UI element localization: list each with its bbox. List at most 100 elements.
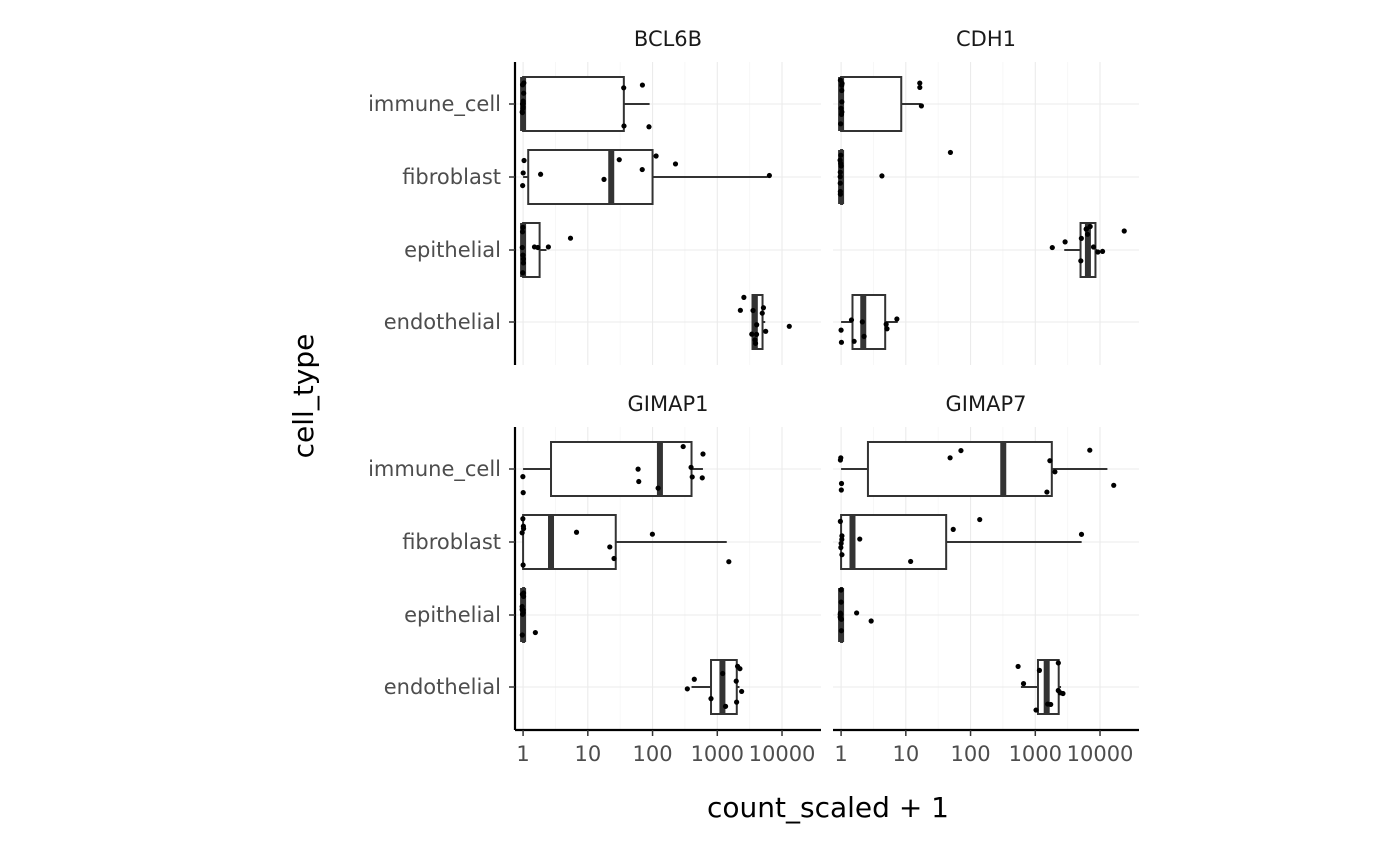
data-point — [532, 629, 538, 636]
x-tick-label: 1 — [834, 742, 847, 766]
data-point — [726, 559, 732, 565]
data-point — [838, 152, 844, 158]
data-point — [672, 161, 679, 167]
data-point — [1049, 244, 1055, 251]
data-point — [1087, 447, 1093, 453]
data-point — [750, 307, 756, 314]
data-point — [1033, 707, 1039, 713]
data-point — [838, 616, 845, 622]
data-point — [837, 157, 843, 163]
data-point — [857, 536, 863, 542]
data-point — [535, 244, 541, 251]
box-body — [522, 76, 625, 132]
data-point — [646, 124, 652, 130]
data-point — [950, 526, 956, 532]
data-point — [917, 84, 923, 91]
data-point — [848, 317, 855, 323]
data-point — [520, 474, 526, 480]
data-point — [688, 464, 694, 470]
data-point — [520, 490, 526, 496]
data-point — [838, 121, 844, 127]
data-point — [837, 174, 843, 180]
data-point — [639, 82, 646, 88]
data-point — [868, 618, 874, 624]
data-point — [573, 529, 580, 535]
data-point — [1111, 482, 1117, 488]
data-point — [839, 109, 845, 115]
data-point — [894, 316, 900, 322]
box-endothelial — [1015, 659, 1066, 715]
y-axis-title: cell_type — [287, 334, 320, 459]
data-point — [908, 558, 914, 565]
data-point — [722, 703, 729, 709]
data-point — [520, 182, 526, 189]
data-point — [837, 169, 843, 175]
data-point — [621, 85, 627, 91]
data-point — [839, 99, 845, 105]
data-point — [520, 593, 527, 599]
data-point — [838, 480, 845, 487]
data-point — [837, 77, 843, 83]
data-point — [854, 610, 860, 616]
data-point — [519, 606, 525, 613]
box-body — [851, 294, 887, 350]
box-endothelial — [737, 294, 792, 350]
data-point — [519, 530, 525, 536]
data-point — [520, 170, 526, 176]
data-point — [639, 166, 645, 173]
box-endothelial — [838, 294, 900, 350]
data-point — [607, 544, 613, 550]
data-point — [521, 80, 527, 86]
data-point — [635, 466, 641, 472]
x-tick-label: 1000 — [691, 742, 744, 766]
x-tick-label: 10000 — [749, 742, 816, 766]
data-point — [521, 157, 527, 164]
data-point — [752, 340, 759, 346]
data-point — [861, 333, 867, 339]
data-point — [519, 229, 526, 235]
data-point — [766, 172, 772, 179]
data-point — [977, 516, 983, 523]
data-point — [520, 526, 527, 532]
data-point — [520, 260, 526, 266]
x-tick-label: 1000 — [1009, 742, 1062, 766]
data-point — [1083, 226, 1089, 232]
box-body — [840, 514, 948, 570]
data-point — [699, 475, 705, 481]
data-point — [786, 323, 792, 329]
panel-cdh1: CDH1 — [833, 27, 1139, 365]
data-point — [839, 552, 845, 558]
panel-title: CDH1 — [956, 27, 1016, 51]
data-point — [520, 256, 526, 262]
box-immune_cell — [837, 441, 1117, 497]
data-point — [883, 321, 889, 327]
data-point — [700, 451, 706, 457]
data-point — [734, 699, 740, 705]
data-point — [519, 244, 525, 251]
data-point — [689, 474, 695, 480]
x-axis-title: count_scaled + 1 — [707, 791, 949, 824]
data-point — [739, 688, 745, 695]
data-point — [879, 173, 885, 179]
box-epithelial — [1049, 222, 1127, 278]
box-epithelial — [837, 587, 874, 643]
data-point — [753, 331, 760, 337]
data-point — [1047, 458, 1053, 464]
data-point — [837, 188, 843, 195]
data-point — [918, 103, 925, 109]
data-point — [837, 457, 844, 463]
box-epithelial — [519, 587, 538, 643]
box-immune_cell — [519, 76, 652, 132]
data-point — [1095, 249, 1101, 255]
data-point — [1020, 681, 1027, 687]
data-point — [1052, 469, 1058, 475]
data-point — [837, 518, 843, 524]
data-point — [947, 455, 953, 461]
data-point — [759, 310, 765, 316]
data-point — [1044, 489, 1050, 495]
data-point — [611, 555, 617, 562]
data-point — [1015, 663, 1021, 670]
y-tick-label: epithelial — [404, 238, 501, 262]
data-point — [1060, 690, 1066, 697]
